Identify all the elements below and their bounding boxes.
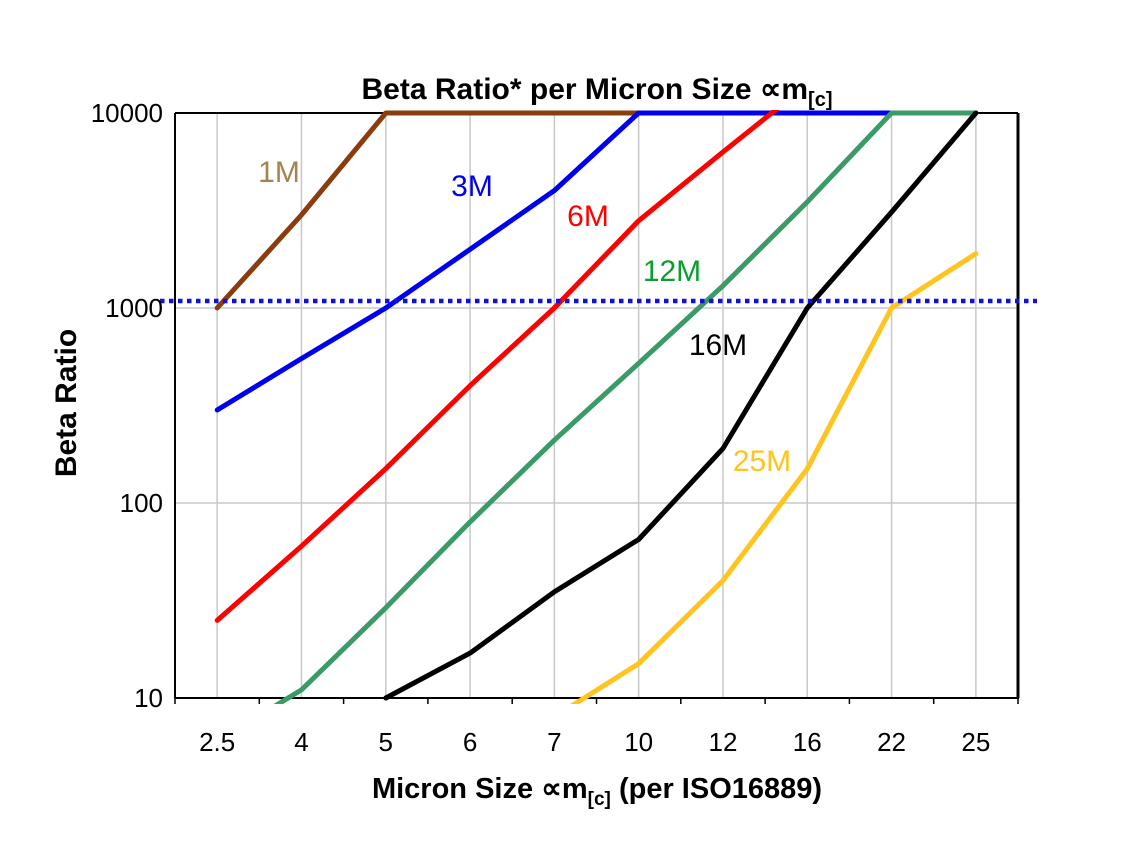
chart-title-main: Beta Ratio* per Micron Size ∝m bbox=[362, 73, 809, 106]
series-line-1M bbox=[214, 110, 642, 311]
y-tick-label-1000: 1000 bbox=[105, 293, 163, 323]
x-tick-label-7: 7 bbox=[547, 727, 561, 757]
chart-title: Beta Ratio* per Micron Size ∝m[c] bbox=[362, 73, 833, 111]
x-tick-label-5: 5 bbox=[379, 727, 393, 757]
series-lines bbox=[214, 110, 979, 704]
x-tick-label-25: 25 bbox=[961, 727, 990, 757]
series-label-3M: 3M bbox=[451, 170, 493, 203]
y-tick-label-100: 100 bbox=[120, 488, 163, 518]
x-tick-label-22: 22 bbox=[877, 727, 906, 757]
x-tick-label-6: 6 bbox=[463, 727, 477, 757]
axis-ticks bbox=[174, 698, 1019, 704]
series-line-6M bbox=[214, 110, 780, 623]
x-tick-label-10: 10 bbox=[624, 727, 653, 757]
chart-title-subscript: [c] bbox=[808, 89, 832, 111]
gridlines bbox=[175, 113, 1018, 698]
x-axis-title-subscript: [c] bbox=[588, 789, 611, 810]
axis-tick-labels: 10 100 1000 10000 2.5 4 5 6 7 10 12 16 22 25 bbox=[91, 98, 991, 757]
x-axis-title: Micron Size ∝m[c] (per ISO16889) bbox=[372, 773, 822, 810]
series-label-16M: 16M bbox=[689, 329, 747, 362]
series-label-1M: 1M bbox=[258, 156, 300, 189]
y-axis-title: Beta Ratio bbox=[50, 329, 83, 477]
series-line-25M bbox=[570, 251, 979, 704]
y-tick-label-10000: 10000 bbox=[91, 98, 163, 128]
series-line-12M bbox=[273, 110, 979, 704]
y-tick-label-10: 10 bbox=[134, 683, 163, 713]
series-labels: 1M 3M 6M 12M 16M 25M bbox=[258, 156, 791, 478]
series-label-25M: 25M bbox=[733, 445, 791, 478]
series-label-6M: 6M bbox=[567, 200, 609, 233]
x-tick-label-4: 4 bbox=[294, 727, 308, 757]
x-axis-title-post: (per ISO16889) bbox=[611, 773, 822, 805]
x-tick-label-2.5: 2.5 bbox=[199, 727, 235, 757]
series-label-12M: 12M bbox=[643, 255, 701, 288]
x-axis-title-pre: Micron Size ∝m bbox=[372, 773, 588, 805]
series-line-16M bbox=[383, 110, 979, 701]
x-tick-label-16: 16 bbox=[793, 727, 822, 757]
x-tick-label-12: 12 bbox=[708, 727, 737, 757]
series-line-3M bbox=[214, 110, 979, 413]
